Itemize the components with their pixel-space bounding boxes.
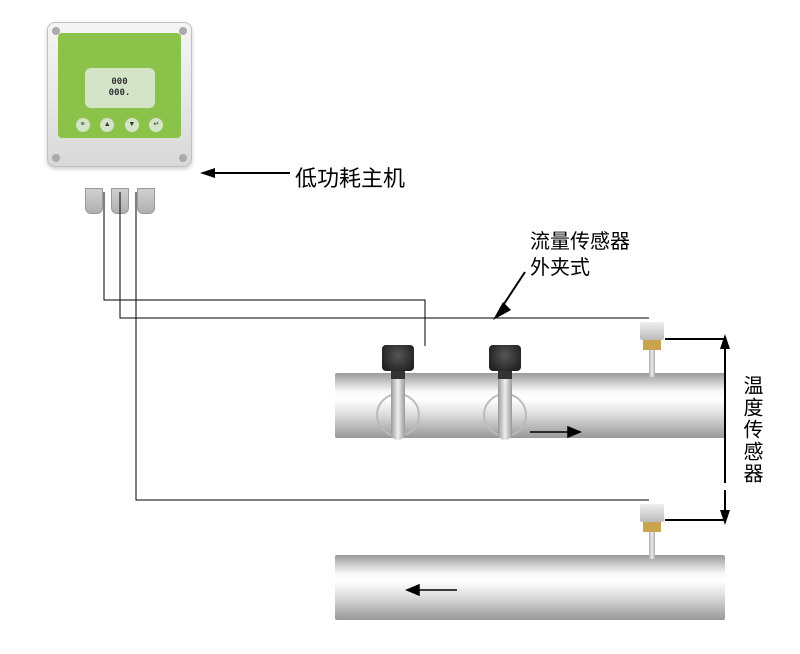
clamp-sensor-upstream <box>380 345 416 440</box>
gland-1 <box>85 188 103 214</box>
button-up-icon: ▲ <box>100 118 114 132</box>
label-flow-sensor: 流量传感器 <box>530 225 630 254</box>
lcd-display: 000 000. <box>85 68 155 108</box>
clamp-sensor-downstream <box>487 345 523 440</box>
wire <box>104 192 425 346</box>
unit-body: 000 000. ≡ ▲ ▼ ↵ <box>47 22 192 167</box>
gland-2 <box>111 188 129 214</box>
pipe-return <box>335 555 725 620</box>
label-clamp-style: 外夹式 <box>530 251 590 280</box>
unit-screen-panel: 000 000. ≡ ▲ ▼ ↵ <box>58 33 181 138</box>
button-menu-icon: ≡ <box>76 118 90 132</box>
gland-3 <box>137 188 155 214</box>
button-down-icon: ▼ <box>125 118 139 132</box>
temp-sensor-return <box>637 504 667 559</box>
temp-sensor-supply <box>637 322 667 377</box>
cable-glands <box>47 188 192 214</box>
unit-button-row: ≡ ▲ ▼ ↵ <box>70 118 168 132</box>
lcd-line-2: 000. <box>109 88 131 99</box>
arrow-main-unit <box>200 168 290 178</box>
main-transmitter-unit: 000 000. ≡ ▲ ▼ ↵ <box>47 22 192 192</box>
label-main-unit: 低功耗主机 <box>295 161 405 193</box>
lcd-line-1: 000 <box>111 77 127 88</box>
arrow-flow-sensor <box>493 272 525 320</box>
label-temp-sensor: 温度传感器 <box>737 375 766 485</box>
button-enter-icon: ↵ <box>149 118 163 132</box>
